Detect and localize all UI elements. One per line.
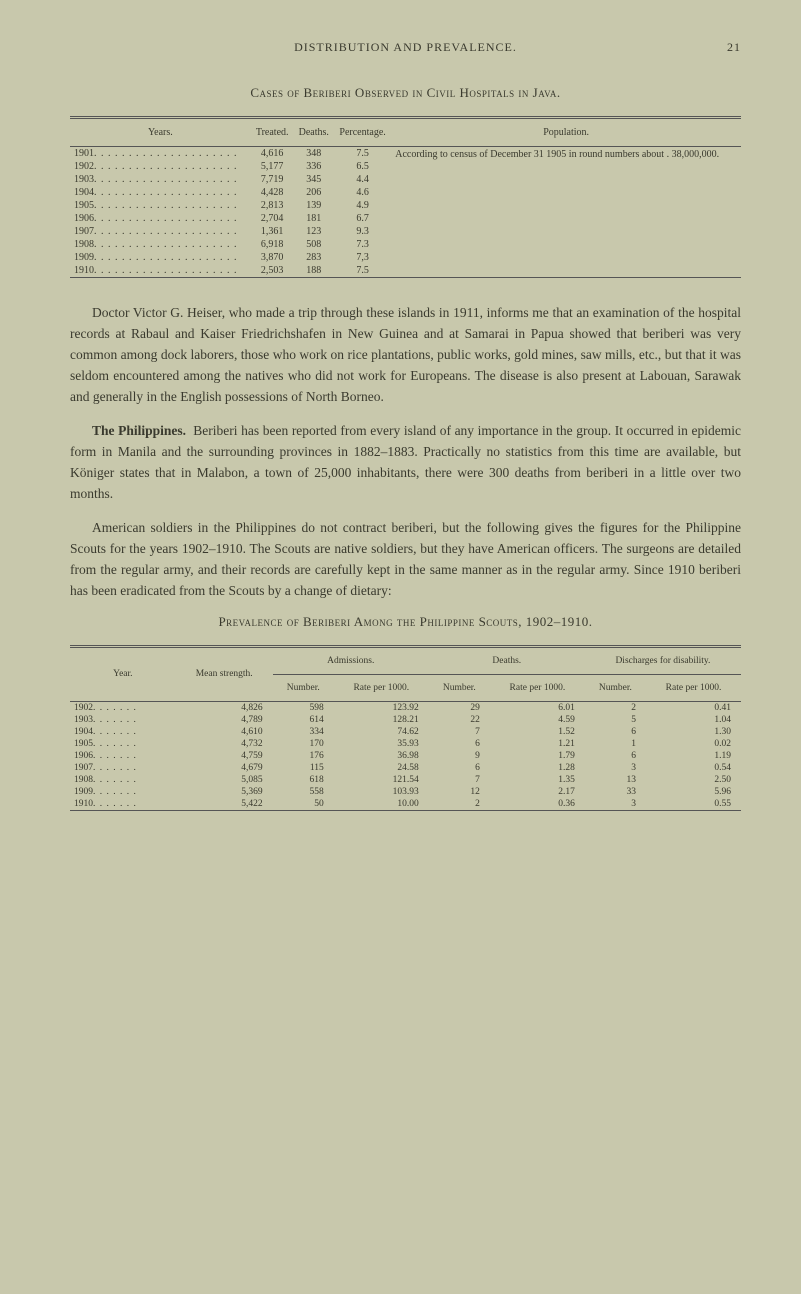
th-treated: Treated. (251, 118, 294, 147)
running-title: DISTRIBUTION AND PREVALENCE. (100, 40, 711, 55)
th2-d-r: Rate per 1000. (490, 674, 585, 701)
table-row: 19034,789614128.21224.5951.04 (70, 714, 741, 726)
table-row: 19105,4225010.0020.3630.55 (70, 798, 741, 811)
th2-di-r: Rate per 1000. (646, 674, 741, 701)
th2-adm-n: Number. (273, 674, 334, 701)
th2-disch: Discharges for disability. (585, 646, 741, 674)
table-row: 19095,369558103.93122.17335.96 (70, 786, 741, 798)
th-deaths: Deaths. (294, 118, 334, 147)
table-row: 19044,61033474.6271.5261.30 (70, 726, 741, 738)
th2-di-n: Number. (585, 674, 646, 701)
table-row: 19064,75917636.9891.7961.19 (70, 750, 741, 762)
page-number: 21 (711, 40, 741, 55)
table2-title: Prevalence of Beriberi Among the Philipp… (70, 614, 741, 630)
th2-d-n: Number. (429, 674, 490, 701)
th-pct: Percentage. (334, 118, 391, 147)
th2-mean: Mean strength. (176, 646, 273, 701)
th2-deaths: Deaths. (429, 646, 585, 674)
scouts-table: Year. Mean strength. Admissions. Deaths.… (70, 645, 741, 811)
philippines-heading: The Philippines. (92, 423, 186, 438)
th2-adm: Admissions. (273, 646, 429, 674)
th2-adm-r: Rate per 1000. (334, 674, 429, 701)
paragraph-2: The Philippines. Beriberi has been repor… (70, 421, 741, 505)
table-row: 19085,085618121.5471.35132.50 (70, 774, 741, 786)
th-years: Years. (70, 118, 251, 147)
paragraph-1: Doctor Victor G. Heiser, who made a trip… (70, 303, 741, 408)
page-header: DISTRIBUTION AND PREVALENCE. 21 (70, 40, 741, 55)
th-pop: Population. (391, 118, 741, 147)
table1-title: Cases of Beriberi Observed in Civil Hosp… (70, 85, 741, 101)
th2-year: Year. (70, 646, 176, 701)
paragraph-3: American soldiers in the Philippines do … (70, 518, 741, 602)
table-row: 19054,73217035.9361.2110.02 (70, 738, 741, 750)
java-hospitals-table: Years. Treated. Deaths. Percentage. Popu… (70, 116, 741, 278)
table-row: 19014,6163487.5According to census of De… (70, 147, 741, 161)
table-row: 19074,67911524.5861.2830.54 (70, 762, 741, 774)
table-row: 19024,826598123.92296.0120.41 (70, 701, 741, 714)
